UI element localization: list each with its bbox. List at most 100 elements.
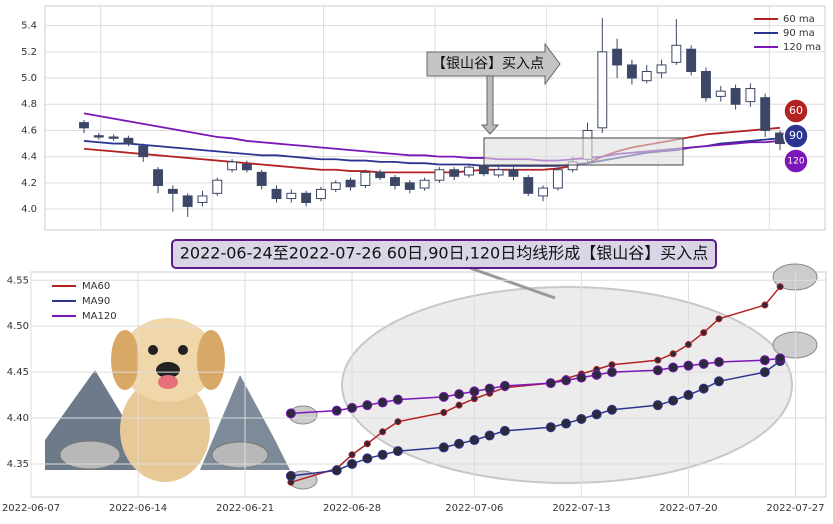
- y-tick-label: 4.6: [21, 125, 37, 136]
- candle-body: [271, 188, 282, 200]
- candle-body: [330, 182, 341, 190]
- ma-point: [440, 409, 448, 417]
- dog-ear: [197, 330, 225, 390]
- candle-body: [241, 164, 252, 171]
- ma-point: [438, 442, 449, 453]
- candle-body: [182, 195, 193, 207]
- candle-body: [449, 169, 460, 177]
- ma-point: [394, 418, 402, 426]
- candle-body: [701, 70, 711, 99]
- ma-point: [775, 353, 786, 364]
- ma-point: [698, 383, 709, 394]
- y-tick-label: 4.55: [7, 275, 29, 286]
- ma-point: [700, 329, 708, 337]
- annotation-arrow: [426, 42, 561, 86]
- ma-point: [438, 391, 449, 402]
- y-tick-label: 4.35: [7, 459, 29, 470]
- dog-head: [120, 318, 216, 402]
- ma-point: [683, 360, 694, 371]
- y-tick-label: 4.2: [21, 178, 37, 189]
- y-tick-label: 4.8: [21, 99, 37, 110]
- ma-point: [608, 361, 616, 369]
- dog-eye: [178, 345, 188, 355]
- dog-eye: [148, 345, 158, 355]
- candle-body: [375, 171, 386, 179]
- ma-point: [331, 465, 342, 476]
- ma-point: [285, 470, 296, 481]
- ingot: [211, 441, 269, 469]
- y-tick-label: 4.40: [7, 413, 29, 424]
- candle-body: [404, 182, 415, 190]
- y-tick-label: 4.4: [21, 152, 37, 163]
- badge: [783, 148, 809, 174]
- candle-body: [597, 51, 608, 129]
- pointer-arrow: [469, 266, 556, 300]
- legend-label: 120 ma: [783, 42, 821, 53]
- ma-point: [776, 283, 784, 291]
- candle-body: [715, 90, 726, 97]
- x-tick-label: 2022-06-21: [216, 503, 274, 514]
- ma-point: [470, 395, 478, 403]
- ma-point: [454, 438, 465, 449]
- badge: [783, 123, 809, 149]
- x-tick-label: 2022-07-13: [552, 503, 610, 514]
- ma-point: [713, 376, 724, 387]
- candle-body: [93, 135, 104, 138]
- x-tick-label: 2022-07-27: [766, 503, 824, 514]
- annotation: 【银山谷】买入点: [432, 56, 544, 72]
- candle-body: [464, 166, 474, 176]
- candle-body: [493, 169, 504, 176]
- candle-body: [79, 122, 89, 129]
- badge-label: 120: [787, 157, 804, 167]
- ma-point: [379, 428, 387, 436]
- candle-body: [108, 136, 119, 139]
- chart-title: 2022-06-24至2022-07-26 60日,90日,120日均线形成【银…: [180, 244, 709, 263]
- legend-label: 60 ma: [783, 14, 815, 25]
- candle-body: [123, 137, 134, 145]
- candle-body: [286, 192, 297, 200]
- ma-point: [454, 389, 465, 400]
- y-tick-label: 5.4: [21, 21, 37, 32]
- candle-body: [538, 187, 549, 197]
- ingot: [59, 440, 121, 470]
- ma-point: [715, 315, 723, 323]
- x-tick-label: 2022-06-07: [2, 503, 60, 514]
- ma-point: [652, 400, 663, 411]
- candle-body: [760, 97, 771, 131]
- candle-body: [478, 165, 489, 175]
- candle-body: [153, 169, 163, 186]
- ma-point: [591, 369, 602, 380]
- candle-body: [419, 179, 430, 189]
- ma-point: [377, 397, 388, 408]
- signal-arrow: [480, 75, 500, 135]
- candle-body: [301, 192, 312, 203]
- ma-point: [347, 458, 358, 469]
- legend-label: MA90: [82, 296, 110, 307]
- y-tick-label: 5.2: [21, 47, 37, 58]
- ma-point: [545, 422, 556, 433]
- ma-point: [759, 355, 770, 366]
- candle-body: [745, 88, 756, 103]
- x-tick-label: 2022-06-28: [323, 503, 381, 514]
- candle-body: [197, 195, 208, 203]
- ma-point: [347, 402, 358, 413]
- ma-point: [668, 362, 679, 373]
- ma-point: [761, 301, 769, 309]
- badge: [783, 98, 809, 124]
- candle-body: [626, 64, 637, 79]
- ma-point: [606, 404, 617, 415]
- ma-point: [683, 390, 694, 401]
- ma-point: [561, 418, 572, 429]
- candle-body: [360, 171, 371, 186]
- dog-body: [120, 378, 210, 482]
- ma-point: [669, 350, 677, 358]
- ma-point: [392, 446, 403, 457]
- legend-label: MA120: [82, 311, 117, 322]
- y-tick-label: 5.0: [21, 73, 37, 84]
- y-tick-label: 4.50: [7, 321, 29, 332]
- top-layer: 4.0 4.2 4.4 4.6 4.8 5.0 5.2 5.4 60 ma 90 ma 120 ma…: [21, 6, 825, 230]
- dog-tongue: [158, 375, 178, 389]
- ma-point: [484, 383, 495, 394]
- ma-point: [362, 453, 373, 464]
